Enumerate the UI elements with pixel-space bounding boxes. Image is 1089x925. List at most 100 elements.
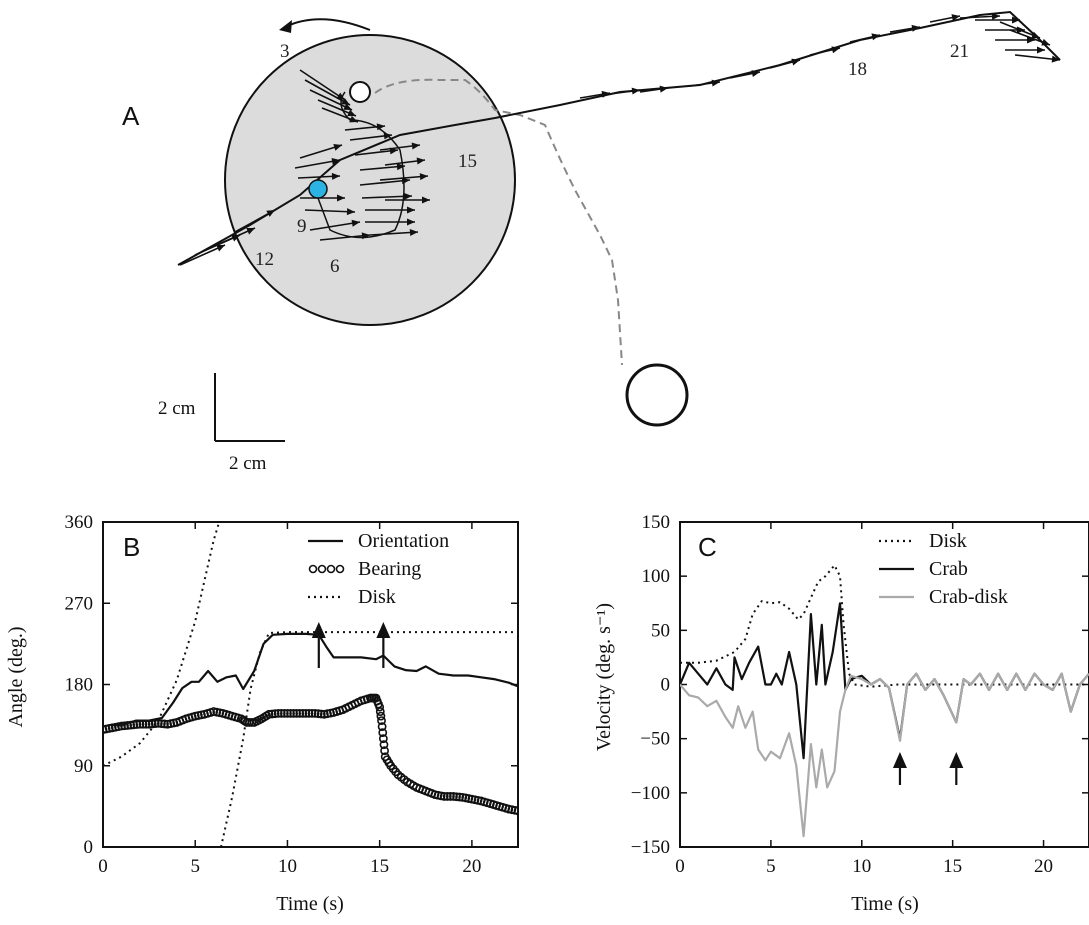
- orientation-arrowhead-icon: [1031, 31, 1040, 39]
- bearing-point: [117, 721, 126, 731]
- orientation-arrow: [304, 79, 351, 106]
- orientation-arrowhead-icon: [266, 210, 275, 217]
- legend-disk-label: Disk: [929, 530, 967, 552]
- orientation-arrow: [359, 179, 411, 186]
- legend-bearing-label: Bearing: [358, 558, 421, 580]
- orientation-arrowhead-icon: [791, 58, 800, 66]
- orientation-arrowhead-icon: [831, 46, 840, 54]
- orientation-arrows: [179, 12, 1061, 266]
- bearing-point: [270, 709, 280, 719]
- orientation-arrowhead-icon: [331, 172, 340, 180]
- orientation-arrowhead-icon: [346, 208, 355, 216]
- stimulus-path: [374, 78, 623, 366]
- y-tick-label: 0: [84, 837, 94, 858]
- legend-crab-label: Crab: [929, 558, 968, 580]
- bearing-point: [292, 708, 302, 718]
- x-tick-label: 20: [1034, 856, 1053, 877]
- orientation-arrow: [209, 227, 256, 249]
- bearing-point: [379, 740, 389, 750]
- panel-c-plot: [680, 564, 1089, 838]
- bearing-point: [276, 708, 286, 718]
- series-bearing: [103, 693, 518, 816]
- bearing-point: [313, 709, 323, 719]
- y-tick-label: −50: [640, 729, 670, 750]
- panel-a: A 3 6 9 12 15 18 21 2 cm 2 cm: [122, 10, 1061, 474]
- x-tick-label: 10: [852, 856, 871, 877]
- bearing-point: [301, 708, 311, 718]
- bearing-point: [377, 716, 386, 726]
- bearing-point: [126, 720, 136, 730]
- bearing-point: [144, 719, 154, 729]
- series-orientation: [112, 632, 518, 727]
- crab-position-marker: [308, 179, 328, 199]
- bearing-point: [141, 719, 151, 729]
- orientation-arrowhead-icon: [407, 218, 415, 226]
- panel-a-letter: A: [122, 101, 140, 131]
- y-tick-label: 0: [661, 675, 671, 696]
- bearing-point: [283, 708, 292, 718]
- orientation-arrow: [361, 195, 413, 199]
- orientation-arrowhead-icon: [349, 115, 358, 123]
- orientation-arrowhead-icon: [231, 235, 240, 242]
- panel-c-x-axis-label: Time (s): [851, 893, 919, 915]
- start-marker: [349, 81, 371, 103]
- bearing-point: [267, 709, 277, 719]
- time-label-6: 6: [330, 256, 340, 277]
- panel-c: C Time (s) Velocity (deg. s⁻¹) 0 5 10 15 20 −…: [593, 512, 1089, 915]
- scale-bar-horizontal-label: 2 cm: [229, 453, 267, 474]
- series-disk: [680, 564, 1089, 688]
- orientation-arrowhead-icon: [422, 196, 430, 204]
- orientation-arrowhead-icon: [246, 228, 255, 235]
- orientation-arrowhead-icon: [911, 24, 920, 32]
- stimulus-end-circle: [625, 363, 689, 427]
- orientation-arrowhead-icon: [347, 109, 356, 117]
- bearing-point: [289, 708, 298, 718]
- scale-bar: 2 cm 2 cm: [158, 373, 285, 474]
- panel-c-letter: C: [698, 532, 717, 562]
- series-disk: [220, 631, 518, 847]
- orientation-arrowhead-icon: [659, 85, 668, 93]
- panel-b-letter: B: [123, 532, 140, 562]
- orientation-arrowhead-icon: [601, 90, 610, 98]
- legend-disk-label: Disk: [358, 586, 396, 608]
- x-tick-label: 10: [278, 856, 297, 877]
- legend-orientation-label: Orientation: [358, 530, 449, 552]
- annotation-arrowhead-icon: [892, 752, 907, 768]
- orientation-arrow: [309, 221, 361, 231]
- legend-bearing-swatch: [326, 564, 336, 574]
- legend-crab-disk-label: Crab-disk: [929, 586, 1008, 608]
- x-tick-label: 15: [943, 856, 962, 877]
- orientation-arrowhead-icon: [361, 232, 370, 240]
- orientation-arrowhead-icon: [1012, 16, 1020, 24]
- bearing-point: [439, 792, 449, 801]
- time-label-9: 9: [297, 216, 307, 237]
- rotation-arrow: [284, 18, 371, 31]
- y-tick-label: 100: [642, 566, 671, 587]
- orientation-arrowhead-icon: [216, 245, 225, 252]
- bearing-point: [147, 719, 157, 729]
- panel-c-y-axis-label: Velocity (deg. s⁻¹): [593, 603, 615, 751]
- bearing-point: [442, 792, 452, 801]
- y-tick-label: 270: [65, 593, 94, 614]
- panel-c-axes: 0 5 10 15 20 −150 −100 −50 0 50 100 150: [631, 512, 1089, 877]
- panel-c-arrows: [892, 752, 964, 785]
- bearing-point: [316, 709, 326, 719]
- y-tick-label: 90: [74, 756, 93, 777]
- annotation-arrowhead-icon: [376, 622, 391, 638]
- bearing-point: [378, 734, 388, 744]
- orientation-arrow: [319, 234, 371, 241]
- bearing-point: [157, 719, 166, 729]
- bearing-point: [150, 719, 160, 729]
- time-label-21: 21: [950, 41, 969, 62]
- bearing-point: [304, 708, 314, 718]
- series-crab: [680, 602, 1089, 760]
- panel-c-legend: Disk Crab Crab-disk: [879, 530, 1008, 608]
- panel-b-x-axis-label: Time (s): [276, 893, 344, 915]
- bearing-point: [295, 708, 305, 718]
- panel-b-arrows: [311, 622, 391, 668]
- bearing-point: [377, 722, 387, 732]
- orientation-arrowhead-icon: [416, 157, 425, 165]
- legend-bearing-swatch: [317, 564, 327, 574]
- y-tick-label: −100: [631, 783, 670, 804]
